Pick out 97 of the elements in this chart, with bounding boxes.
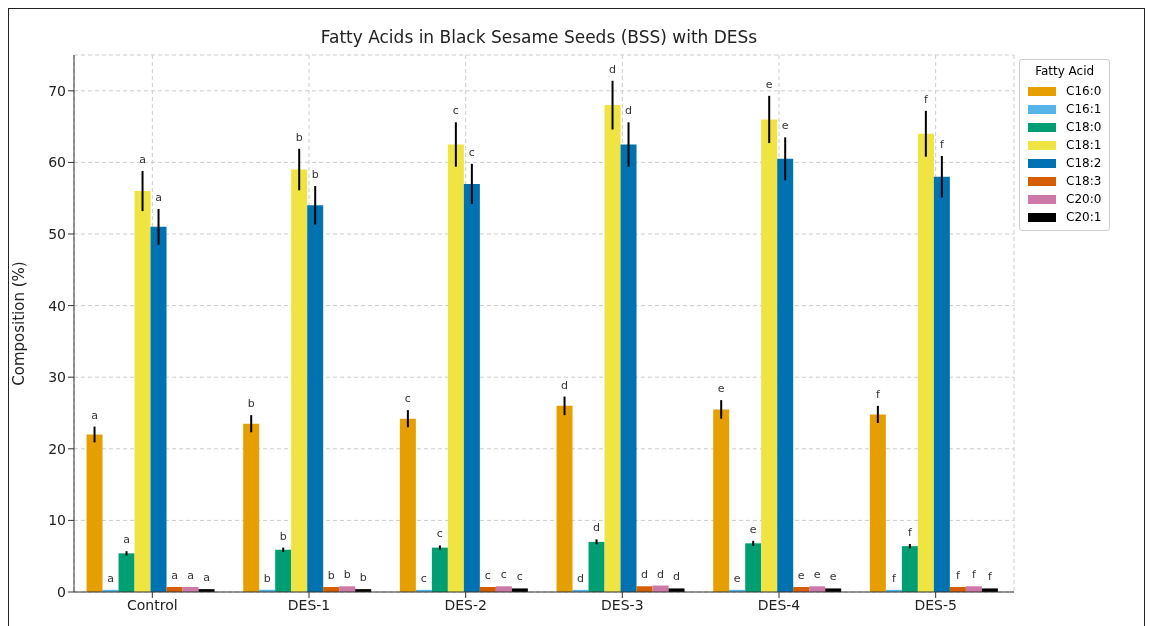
bar — [901, 546, 918, 592]
bar — [431, 547, 448, 592]
x-tick-label: DES-2 — [444, 596, 487, 613]
y-tick-label: 40 — [48, 297, 66, 314]
bar — [917, 133, 934, 592]
data-label: d — [561, 378, 569, 392]
y-tick-label: 50 — [48, 225, 66, 242]
data-label: a — [203, 571, 210, 585]
data-label: c — [436, 527, 443, 541]
legend-label: C18:2 — [1066, 156, 1102, 170]
data-label: c — [420, 571, 427, 585]
y-tick-label: 0 — [57, 583, 66, 600]
data-label: e — [733, 571, 741, 585]
x-tick-label: DES-5 — [914, 596, 957, 613]
data-label: f — [987, 570, 993, 584]
data-label: e — [717, 382, 725, 396]
data-label: b — [279, 529, 287, 543]
data-label: f — [907, 526, 913, 540]
chart-title: Fatty Acids in Black Sesame Seeds (BSS) with DESs — [319, 27, 759, 47]
data-label: b — [247, 397, 255, 411]
legend-label: C18:1 — [1066, 138, 1102, 152]
data-label: a — [139, 152, 146, 166]
data-label: b — [263, 571, 271, 585]
data-label: b — [343, 568, 351, 582]
data-label: c — [452, 104, 459, 118]
legend-label: C18:0 — [1066, 120, 1102, 134]
legend-label: C16:1 — [1066, 102, 1102, 116]
y-tick-label: 70 — [48, 82, 66, 99]
bar — [150, 226, 167, 592]
bar — [307, 205, 324, 592]
bar — [777, 158, 794, 592]
y-tick-label: 30 — [48, 369, 66, 386]
bar — [588, 541, 605, 592]
data-label: f — [971, 568, 977, 582]
data-label: c — [484, 568, 491, 582]
bar — [275, 549, 292, 592]
bar — [713, 409, 730, 592]
bar — [118, 553, 135, 592]
legend-label: C20:0 — [1066, 192, 1102, 206]
bar — [556, 405, 573, 592]
legend-label: C16:0 — [1066, 84, 1102, 98]
data-label: e — [813, 568, 821, 582]
bar — [869, 414, 886, 592]
bar — [134, 191, 151, 592]
data-label: d — [673, 570, 681, 584]
data-label: e — [829, 570, 837, 584]
data-label: c — [404, 392, 411, 406]
legend-title: Fatty Acid — [1034, 64, 1096, 78]
bar — [291, 169, 308, 592]
y-tick-label: 10 — [48, 512, 66, 529]
data-label: a — [123, 533, 130, 547]
data-label: f — [939, 137, 945, 151]
legend-label: C20:1 — [1066, 210, 1102, 224]
bar — [447, 144, 464, 592]
data-label: a — [91, 408, 98, 422]
data-label: a — [155, 190, 162, 204]
data-label: b — [295, 130, 303, 144]
bar — [463, 183, 480, 592]
bar — [933, 176, 950, 592]
bar — [86, 434, 103, 592]
data-label: a — [171, 568, 178, 582]
data-label: e — [781, 119, 789, 133]
data-label: f — [875, 387, 881, 401]
bar — [620, 144, 637, 592]
data-label: e — [797, 568, 805, 582]
x-tick-label: DES-4 — [757, 596, 801, 613]
data-label: f — [955, 568, 961, 582]
legend-label: C18:3 — [1066, 174, 1102, 188]
y-axis-title: Composition (%) — [10, 261, 29, 386]
data-label: e — [749, 522, 757, 536]
x-tick-label: DES-3 — [601, 596, 644, 613]
data-label: c — [516, 570, 523, 584]
data-label: d — [625, 104, 633, 118]
y-tick-label: 60 — [48, 154, 66, 171]
bar — [604, 105, 621, 592]
y-tick-label: 20 — [48, 440, 66, 457]
bar — [745, 543, 762, 592]
data-label: b — [311, 168, 319, 182]
data-label: b — [359, 571, 367, 585]
bar — [399, 418, 416, 592]
data-label: d — [577, 571, 585, 585]
data-label: d — [641, 568, 649, 582]
data-label: a — [107, 571, 114, 585]
data-label: b — [327, 568, 335, 582]
x-tick-label: DES-1 — [287, 596, 331, 613]
data-label: a — [187, 568, 194, 582]
data-label: f — [923, 92, 929, 106]
bar — [761, 119, 778, 592]
x-tick-label: Control — [127, 596, 178, 613]
data-label: c — [468, 145, 475, 159]
data-label: d — [593, 521, 601, 535]
data-label: d — [609, 62, 617, 76]
data-label: e — [765, 77, 773, 91]
data-label: d — [657, 567, 665, 581]
data-label: f — [891, 571, 897, 585]
data-label: c — [500, 568, 507, 582]
bar — [243, 423, 260, 592]
